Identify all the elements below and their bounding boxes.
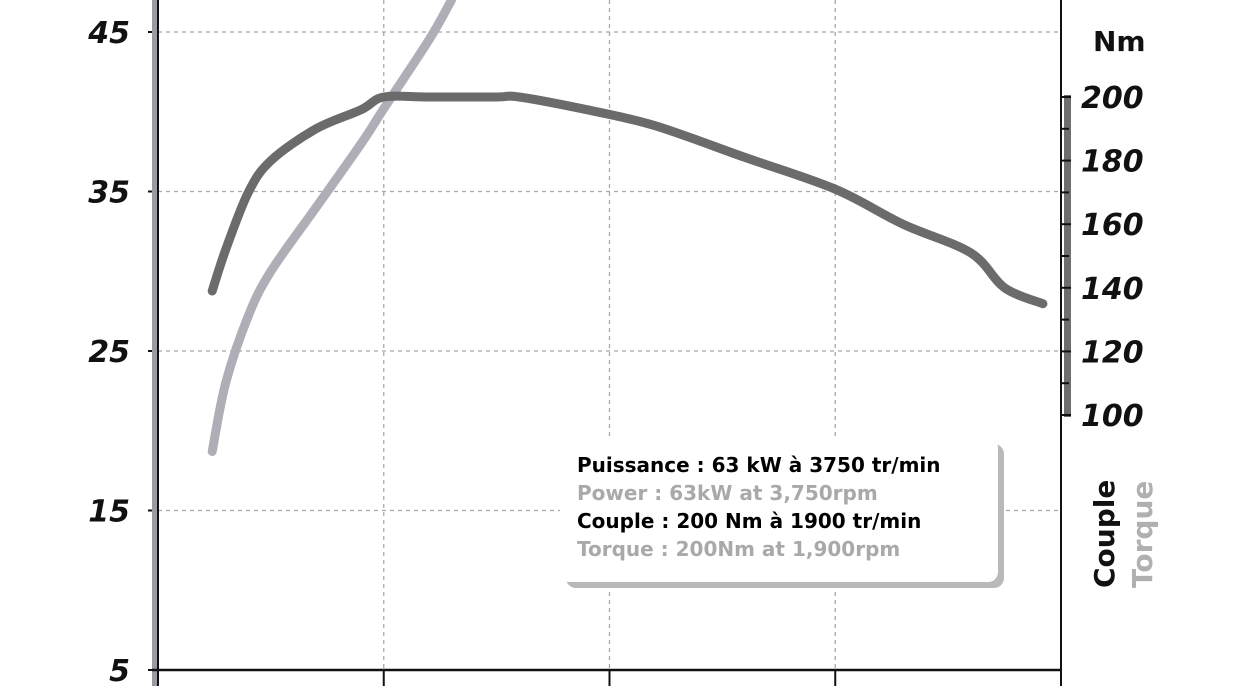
left-axis-tick-label: 15 bbox=[88, 495, 130, 530]
right-axis-tick-label: 180 bbox=[1081, 145, 1144, 180]
info-line-couple: Couple : 200 Nm à 1900 tr/min bbox=[577, 509, 921, 533]
right-axis-tick-label: 140 bbox=[1081, 272, 1144, 307]
series-layer bbox=[207, 0, 1048, 456]
left-axis-tick-label: 35 bbox=[88, 176, 130, 211]
info-box: Puissance : 63 kW à 3750 tr/min Power : … bbox=[560, 438, 1004, 588]
right-axis-tick-label: 120 bbox=[1081, 335, 1144, 370]
axis-layer bbox=[148, 0, 1071, 686]
power-curve bbox=[207, 0, 456, 456]
right-axis-title-torque: Torque bbox=[1126, 481, 1159, 588]
right-axis-unit: Nm bbox=[1093, 25, 1146, 58]
left-axis-tick-label: 45 bbox=[87, 16, 130, 51]
info-line-torque: Torque : 200Nm at 1,900rpm bbox=[577, 537, 900, 561]
right-axis-tick-label: 160 bbox=[1081, 208, 1144, 243]
right-axis-tick-label: 100 bbox=[1081, 399, 1144, 434]
info-box-panel bbox=[560, 438, 998, 582]
right-axis-tick-label: 200 bbox=[1081, 81, 1144, 116]
info-line-power: Power : 63kW at 3,750rpm bbox=[577, 481, 878, 505]
left-axis-tick-label: 25 bbox=[88, 335, 130, 370]
left-axis-bar bbox=[152, 0, 158, 686]
right-axis-title-couple: Couple bbox=[1088, 480, 1121, 588]
left-axis-tick-label: 5 bbox=[109, 654, 130, 689]
info-line-puissance: Puissance : 63 kW à 3750 tr/min bbox=[577, 453, 941, 477]
torque-curve bbox=[207, 91, 1048, 309]
label-layer: 45 35 25 15 5 200 180 160 140 120 100 bbox=[87, 16, 1143, 689]
